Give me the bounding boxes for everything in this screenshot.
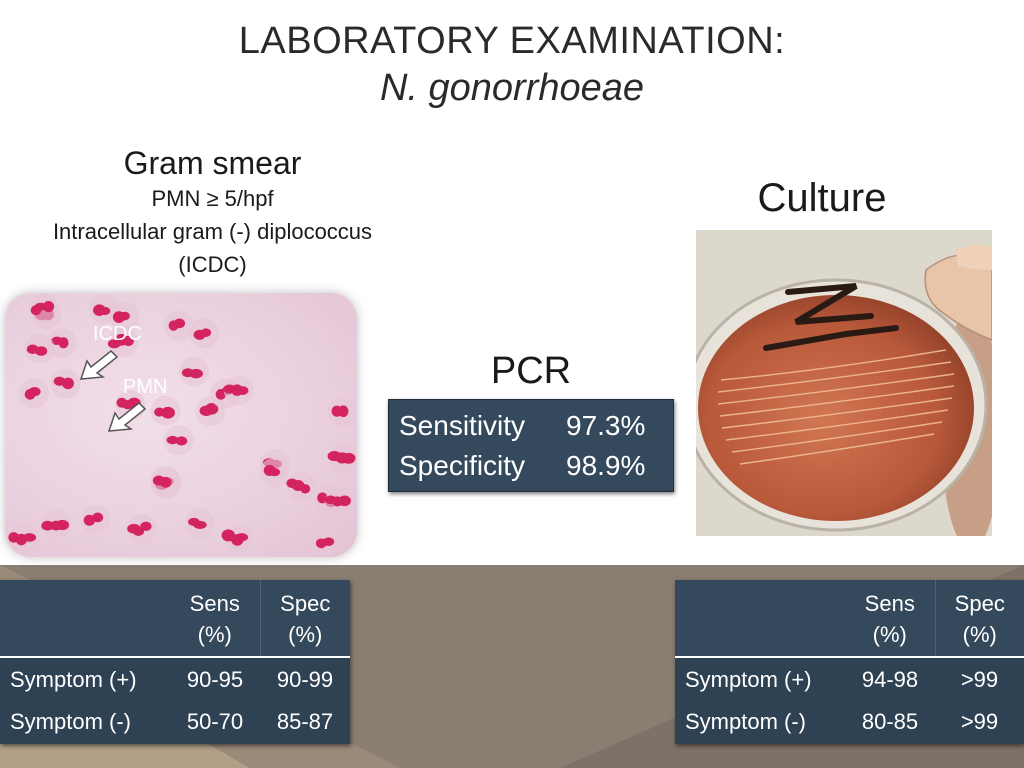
pcr-sensitivity-row: Sensitivity 97.3% <box>399 406 673 446</box>
smear-cell <box>150 465 181 496</box>
smear-cell <box>50 368 81 399</box>
smear-cell <box>47 328 78 359</box>
header-sens-unit: (%) <box>197 622 232 647</box>
table-header-blank <box>675 580 845 658</box>
row-label: Symptom (+) <box>675 657 845 701</box>
gram-smear-heading: Gram smear <box>123 145 302 181</box>
row-sens: 80-85 <box>845 701 935 744</box>
table-header-row: Sens (%) Spec (%) <box>0 580 350 658</box>
table-row: Symptom (-) 80-85 >99 <box>675 701 1024 744</box>
table-header-row: Sens (%) Spec (%) <box>675 580 1024 658</box>
title-organism: N. gonorrhoeae <box>379 67 645 109</box>
gram-smear-accuracy-table: Sens (%) Spec (%) Symptom (+) 90-95 90-9… <box>0 580 350 744</box>
smear-cell <box>259 457 290 488</box>
smear-cell <box>28 293 59 324</box>
table-row: Symptom (+) 90-95 90-99 <box>0 657 350 701</box>
table-header-blank <box>0 580 170 658</box>
slide-title: LABORATORY EXAMINATION: N. gonorrhoeae <box>0 18 1024 112</box>
smear-cell <box>126 513 157 544</box>
header-spec-unit: (%) <box>288 622 323 647</box>
pmn-label: PMN <box>123 376 168 398</box>
culture-accuracy-table: Sens (%) Spec (%) Symptom (+) 94-98 >99 … <box>675 580 1024 744</box>
row-label: Symptom (+) <box>0 657 170 701</box>
pcr-specificity-value: 98.9% <box>566 450 646 481</box>
smear-cell <box>285 471 316 502</box>
gram-criteria-abbrev: (ICDC) <box>178 252 247 277</box>
row-spec: 90-99 <box>260 657 350 701</box>
smear-cell <box>327 397 357 428</box>
header-spec-text: Spec <box>954 591 1005 616</box>
smear-cell <box>327 443 357 474</box>
pcr-sensitivity-value: 97.3% <box>566 410 646 441</box>
gram-smear-section: Gram smear PMN ≥ 5/hpf Intracellular gra… <box>0 144 425 281</box>
smear-cell <box>8 523 40 554</box>
pmn-arrow-icon <box>107 401 147 432</box>
pcr-heading: PCR <box>490 350 572 392</box>
row-sens: 90-95 <box>170 657 260 701</box>
row-spec: >99 <box>935 701 1024 744</box>
smear-cell <box>80 504 111 535</box>
table-header-sens: Sens (%) <box>170 580 260 658</box>
smear-cell <box>150 395 181 426</box>
table-header-spec: Spec (%) <box>934 580 1024 658</box>
header-spec-text: Spec <box>280 591 331 616</box>
icdc-arrow-icon <box>79 349 119 380</box>
gram-criteria-icdc: Intracellular gram (-) diplococcus <box>52 219 373 244</box>
gram-smear-image: ICDC PMN <box>5 293 357 557</box>
row-label: Symptom (-) <box>675 701 845 744</box>
header-sens-text: Sens <box>864 591 915 616</box>
smear-cell <box>24 333 55 364</box>
table-row: Symptom (+) 94-98 >99 <box>675 657 1024 701</box>
pcr-specificity-row: Specificity 98.9% <box>399 446 673 486</box>
agar-plate <box>696 230 992 536</box>
header-spec-unit: (%) <box>962 622 997 647</box>
row-spec: >99 <box>935 657 1024 701</box>
pcr-stats-box: Sensitivity 97.3% Specificity 98.9% <box>388 399 674 492</box>
row-sens: 50-70 <box>170 701 260 744</box>
smear-cell <box>19 378 50 409</box>
smear-cell <box>311 525 342 556</box>
smear-cell <box>324 487 355 518</box>
gram-criteria-pmn: PMN ≥ 5/hpf <box>151 186 274 211</box>
smear-cell <box>164 310 195 341</box>
smear-cell <box>189 318 220 349</box>
smear-cell <box>221 523 254 554</box>
title-main: LABORATORY EXAMINATION: <box>238 20 786 62</box>
table-header-spec: Spec (%) <box>259 580 350 658</box>
smear-cell <box>223 375 254 406</box>
culture-plate-image <box>696 230 992 536</box>
smear-cell <box>179 356 210 387</box>
smear-cell <box>109 301 140 332</box>
row-label: Symptom (-) <box>0 701 170 744</box>
pcr-sensitivity-label: Sensitivity <box>399 410 526 441</box>
smear-cell <box>107 327 138 358</box>
row-sens: 94-98 <box>845 657 935 701</box>
smear-cell <box>184 508 215 539</box>
icdc-label: ICDC <box>93 323 142 345</box>
table-header-sens: Sens (%) <box>845 580 935 658</box>
pcr-specificity-label: Specificity <box>399 450 526 481</box>
row-spec: 85-87 <box>260 701 350 744</box>
smear-cell <box>163 425 194 456</box>
smear-cell <box>41 508 72 539</box>
header-sens-text: Sens <box>189 591 240 616</box>
culture-heading: Culture <box>757 176 887 220</box>
smear-cells <box>8 293 357 556</box>
dark-streak <box>763 283 899 351</box>
colony-streaks <box>717 349 955 465</box>
header-sens-unit: (%) <box>872 622 907 647</box>
table-row: Symptom (-) 50-70 85-87 <box>0 701 350 744</box>
